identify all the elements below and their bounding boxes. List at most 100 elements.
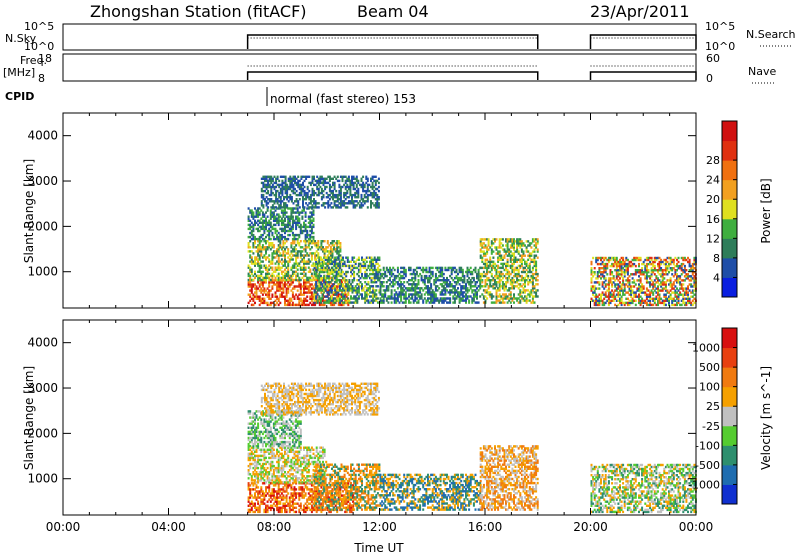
power-echo-cell [309, 268, 312, 271]
power-echo-cell [257, 215, 260, 218]
power-echo-cell [250, 291, 253, 294]
power-echo-cell [247, 301, 250, 305]
power-echo-cell [332, 196, 334, 199]
power-echo-cell [268, 246, 271, 249]
power-echo-cell [600, 262, 602, 266]
power-echo-cell [466, 272, 469, 276]
power-echo-cell [519, 244, 522, 247]
power-echo-cell [307, 225, 310, 229]
power-echo-cell [479, 250, 482, 253]
power-echo-cell [441, 301, 444, 304]
power-echo-cell [664, 299, 667, 302]
power-echo-cell [513, 242, 515, 245]
power-echo-cell [329, 252, 332, 255]
power-echo-cell [606, 289, 609, 292]
power-echo-cell [356, 299, 359, 302]
power-echo-cell [290, 181, 293, 185]
power-echo-cell [303, 291, 305, 294]
power-echo-cell [334, 299, 337, 302]
power-echo-cell [258, 264, 261, 267]
power-echo-cell [636, 287, 639, 290]
power-echo-cell [501, 256, 504, 259]
power-echo-cell [322, 248, 324, 251]
power-echo-cell [401, 270, 404, 274]
power-echo-cell [252, 227, 255, 231]
power-echo-cell [625, 264, 628, 268]
power-echo-cell [415, 301, 418, 304]
power-echo-cell [299, 283, 302, 286]
power-echo-cell [468, 299, 471, 302]
power-echo-cell [513, 256, 515, 259]
power-echo-cell [363, 185, 366, 189]
power-echo-cell [250, 211, 253, 214]
power-echo-cell [286, 185, 289, 189]
power-echo-cell [395, 301, 398, 304]
power-echo-cell [611, 295, 614, 298]
power-echo-cell [335, 270, 338, 274]
power-echo-cell [284, 204, 287, 207]
power-echo-cell [494, 262, 496, 266]
power-echo-cell [466, 266, 469, 270]
power-echo-cell [342, 295, 344, 298]
power-echo-cell [522, 283, 525, 286]
power-echo-cell [291, 219, 294, 222]
power-echo-cell [250, 215, 253, 218]
power-echo-cell [293, 235, 296, 239]
power-echo-cell [379, 291, 382, 294]
power-echo-cell [412, 301, 415, 304]
power-echo-cell [639, 285, 642, 288]
power-echo-cell [436, 276, 439, 280]
power-echo-cell [304, 281, 307, 284]
power-echo-cell [484, 289, 487, 292]
power-echo-cell [393, 301, 396, 304]
power-echo-cell [423, 268, 426, 272]
power-echo-cell [672, 303, 675, 307]
power-echo-cell [323, 250, 326, 253]
power-echo-cell [633, 285, 636, 288]
power-echo-cell [457, 287, 459, 290]
power-echo-cell [404, 301, 407, 304]
power-echo-cell [366, 206, 369, 209]
power-echo-cell [527, 254, 530, 257]
power-echo-cell [481, 266, 484, 270]
power-echo-cell [268, 264, 271, 267]
power-echo-cell [497, 274, 500, 278]
power-echo-cell [339, 189, 342, 193]
power-echo-cell [299, 225, 302, 229]
power-echo-cell [255, 289, 258, 292]
power-echo-cell [277, 287, 280, 290]
power-echo-cell [272, 250, 275, 253]
power-echo-cell [249, 285, 252, 288]
power-echo-cell [525, 295, 528, 298]
power-echo-cell [313, 177, 315, 180]
power-echo-cell [286, 187, 289, 191]
power-echo-cell [271, 183, 274, 187]
power-echo-cell [450, 272, 453, 276]
power-echo-cell [500, 295, 503, 298]
power-echo-cell [457, 291, 459, 294]
power-echo-cell [367, 264, 370, 268]
power-echo-cell [309, 217, 312, 220]
power-echo-cell [263, 299, 266, 302]
power-echo-cell [285, 266, 288, 269]
power-echo-cell [254, 221, 256, 224]
power-echo-cell [614, 258, 617, 262]
power-echo-cell [343, 193, 346, 197]
power-echo-cell [258, 270, 261, 273]
power-echo-cell [506, 250, 509, 253]
power-echo-cell [365, 260, 368, 263]
power-echo-cell [291, 274, 294, 278]
power-echo-cell [482, 250, 485, 253]
power-echo-cell [349, 193, 352, 197]
power-echo-cell [489, 264, 492, 268]
power-echo-cell [329, 276, 332, 280]
power-echo-cell [287, 274, 290, 278]
nsearch-label: N.Search [746, 28, 796, 41]
power-echo-cell [688, 275, 691, 278]
power-echo-cell [411, 283, 414, 286]
power-echo-cell [285, 278, 288, 282]
power-echo-cell [284, 223, 286, 227]
power-echo-cell [304, 291, 307, 294]
power-echo-cell [351, 289, 354, 292]
power-echo-cell [506, 262, 509, 266]
